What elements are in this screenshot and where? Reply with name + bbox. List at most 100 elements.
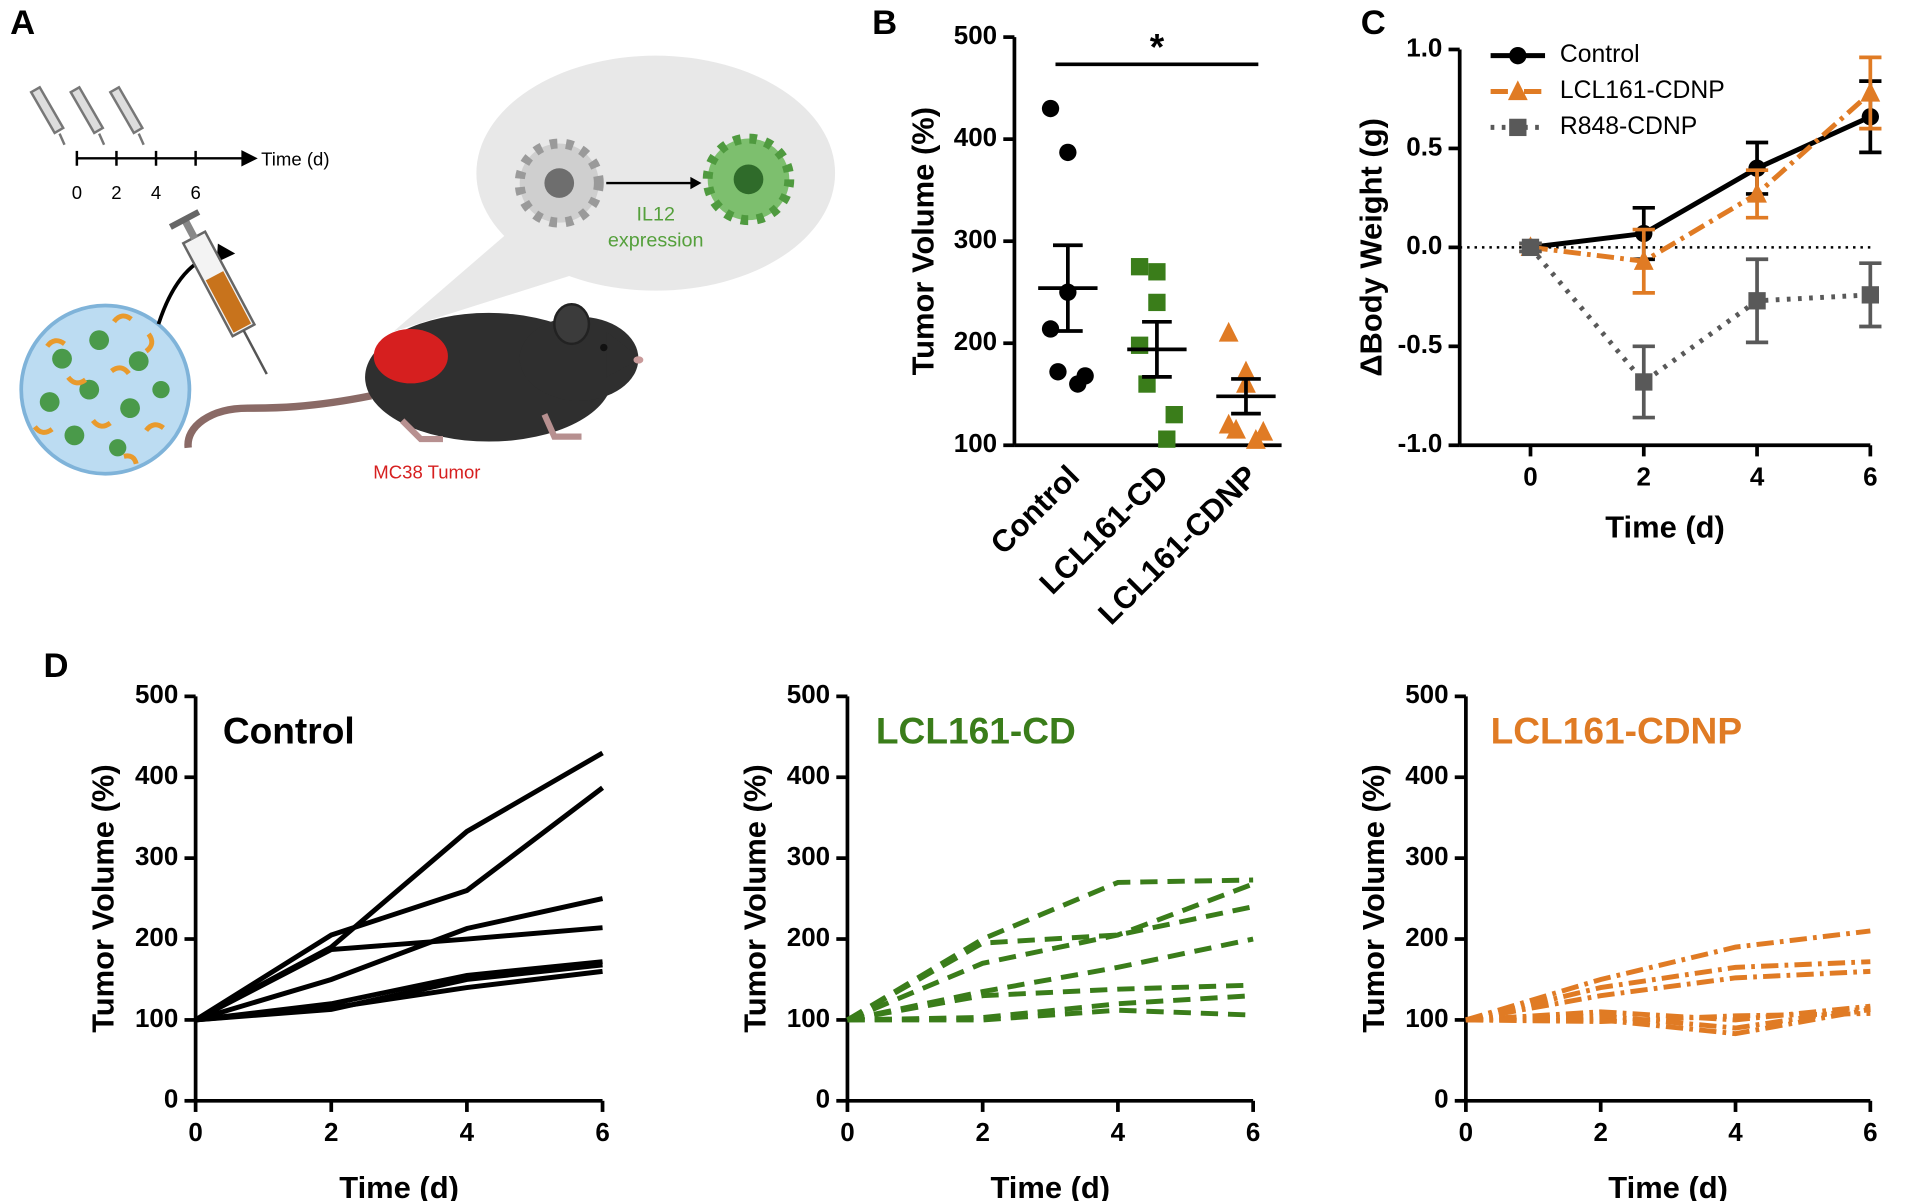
x-tick-label: 6 [1863,1117,1877,1147]
data-point [1635,373,1653,391]
x-tick-label: 4 [1750,462,1765,492]
error-bar [1231,377,1261,416]
data-point [1130,336,1149,354]
y-tick-label: 200 [787,922,830,952]
series-line [1530,91,1872,264]
data-point [1861,286,1879,304]
cell-label: IL12 [636,203,674,225]
data-point [1747,182,1767,203]
series-line [847,1007,1254,1023]
y-tick-label: 0 [1434,1084,1448,1114]
bubble [393,55,836,332]
y-tick-label: 200 [954,326,997,356]
y-axis-label: Tumor Volume (%) [85,764,120,1032]
data-point [1521,238,1540,257]
syringe [168,209,268,375]
y-tick-label: 100 [954,428,997,458]
y-axis-label: ΔBody Weight (g) [1353,118,1388,377]
x-tick-label: 0 [1459,1117,1473,1147]
legend-label: LCL161-CDNP [1560,77,1725,104]
panel-label: D [43,647,68,685]
error-bar [1142,319,1172,379]
data-point [1059,143,1077,162]
data-point [1041,320,1060,338]
panel-label: B [872,4,897,42]
y-tick-label: 400 [954,122,997,152]
small-syringes [29,85,145,146]
y-axis-label: Tumor Volume (%) [906,107,941,375]
x-axis-label: Time (d) [1605,510,1725,545]
x-axis-label: Time (d) [339,1170,459,1201]
y-tick-label: 200 [1405,922,1448,952]
data-point [1158,430,1176,448]
y-tick-label: 300 [135,841,178,871]
chart-title: LCL161-CD [876,709,1076,751]
nanoparticle [19,303,192,476]
legend-marker [1509,118,1527,137]
y-axis-label: Tumor Volume (%) [1356,764,1391,1032]
x-tick-label: 0 [188,1117,202,1147]
series-line [847,982,1254,1023]
x-tick-label: 2 [1593,1117,1607,1147]
series-line [1465,968,1871,1023]
series-line [1528,245,1871,386]
y-tick-label: 300 [954,224,997,254]
chart-title: Control [223,709,355,751]
data-point [1633,250,1654,270]
y-tick-label: 300 [1405,841,1448,871]
data-point [1860,81,1881,102]
data-point [1130,258,1149,276]
x-tick-label: 4 [460,1117,475,1147]
data-point [1245,429,1266,449]
x-axis-label: Time (d) [1608,1170,1728,1201]
y-tick-label: 0 [816,1084,830,1114]
y-tick-label: 400 [135,760,178,790]
data-point [1236,360,1256,381]
series-line [1465,1010,1871,1025]
x-tick-label: LCL161-CDNP [1091,458,1264,631]
series-line [846,904,1254,1023]
series-line [194,785,605,1023]
data-point [1138,375,1156,393]
data-point [1218,321,1239,342]
series-line [1465,959,1871,1023]
legend-label: Control [1560,41,1640,68]
y-tick-label: 300 [787,841,830,871]
significance-label: * [1150,25,1165,67]
x-tick-label: 2 [324,1117,338,1147]
x-tick-label: 6 [1863,462,1877,492]
timeline-tick: 0 [72,182,82,203]
series-line [846,877,1254,1023]
data-point [1148,263,1166,281]
y-tick-label: 400 [787,760,830,790]
y-tick-label: 500 [954,20,997,50]
data-point [1748,292,1766,310]
data-point [1748,159,1766,177]
y-tick-label: 1.0 [1406,32,1442,62]
legend-label: R848-CDNP [1560,113,1697,140]
data-point [1041,99,1060,118]
legend-marker [1509,47,1527,65]
x-tick-label: 2 [975,1117,989,1147]
data-point [1049,363,1067,381]
y-tick-label: 500 [787,679,830,709]
series-line [1530,114,1872,250]
x-axis-label: Time (d) [990,1170,1110,1201]
series-line [194,925,603,1023]
timeline-tick: 4 [151,182,161,203]
y-tick-label: 100 [1405,1003,1448,1033]
y-tick-label: 400 [1405,760,1448,790]
x-tick-label: 4 [1111,1117,1126,1147]
data-point [1069,375,1087,393]
data-point [1165,406,1183,424]
y-tick-label: 0.5 [1406,131,1442,161]
y-tick-label: 200 [135,922,178,952]
y-tick-label: 500 [135,679,178,709]
y-tick-label: 0 [164,1084,178,1114]
panel-a: A Time (d) 0 2 4 6 [10,4,836,483]
timeline-tick: 6 [190,182,200,203]
panel-label: C [1361,4,1386,42]
x-tick-label: 6 [595,1117,609,1147]
series-line [195,968,603,1023]
